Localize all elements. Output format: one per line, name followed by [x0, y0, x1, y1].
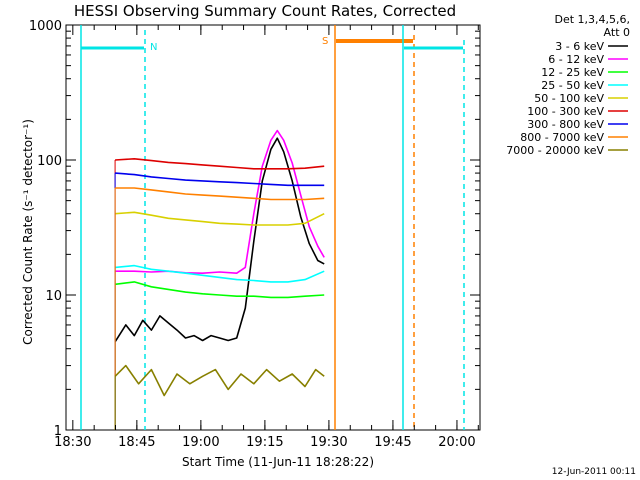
y-tick-label: 1: [54, 424, 62, 439]
series-line-50-100-kev: [115, 211, 325, 226]
x-tick-label: 19:30: [310, 435, 347, 450]
legend-label-7000-20000-kev: 7000 - 20000 keV: [506, 144, 604, 157]
legend-header-2: Att 0: [604, 26, 630, 39]
series-line-25-50-kev: [115, 264, 325, 283]
series-line-100-300-kev: [115, 158, 325, 170]
plot-area: N S: [65, 24, 481, 431]
chart-title: HESSI Observing Summary Count Rates, Cor…: [74, 2, 456, 20]
marker-s: S: [322, 36, 328, 47]
marker-n: N: [150, 42, 157, 53]
legend-label-25-50-kev: 25 - 50 keV: [541, 79, 604, 92]
legend-header-1: Det 1,3,4,5,6,: [554, 13, 630, 26]
y-axis: 1 10 100 1000: [29, 19, 480, 439]
x-tick-label: 19:15: [246, 435, 283, 450]
series-line-800-7000-kev: [115, 187, 325, 201]
legend-label-3-6-kev: 3 - 6 keV: [555, 40, 604, 53]
plot-frame: [65, 24, 481, 431]
legend-label-800-7000-kev: 800 - 7000 keV: [520, 131, 604, 144]
y-tick-label: 100: [37, 154, 62, 169]
y-tick-label: 1000: [29, 19, 62, 34]
legend-label-6-12-kev: 6 - 12 keV: [548, 53, 604, 66]
legend-label-100-300-kev: 100 - 300 keV: [527, 105, 604, 118]
series-line-7000-20000-kev: [114, 364, 325, 397]
y-tick-label: 10: [45, 289, 62, 304]
x-tick-label: 20:00: [438, 435, 475, 450]
series-layer: [114, 129, 325, 430]
x-tick-label: 18:45: [118, 435, 155, 450]
legend-label-50-100-kev: 50 - 100 keV: [534, 92, 604, 105]
legend-label-12-25-kev: 12 - 25 keV: [541, 66, 604, 79]
x-axis-label: Start Time (11-Jun-11 18:28:22): [182, 455, 374, 469]
legend-label-300-800-kev: 300 - 800 keV: [527, 118, 604, 131]
series-line-3-6-kev: [114, 137, 325, 343]
x-axis: 18:30 18:45 19:00 19:15 19:30 19:45 20:00: [54, 25, 479, 450]
time-stamp: 12-Jun-2011 00:11: [552, 467, 636, 477]
annotation-layer: N S: [80, 25, 465, 430]
x-tick-label: 19:00: [182, 435, 219, 450]
x-tick-label: 18:30: [54, 435, 91, 450]
x-tick-label: 19:45: [374, 435, 411, 450]
series-line-12-25-kev: [115, 281, 325, 299]
series-line-300-800-kev: [115, 172, 325, 187]
y-axis-label: Corrected Count Rate (s⁻¹ detector⁻¹): [21, 119, 35, 345]
